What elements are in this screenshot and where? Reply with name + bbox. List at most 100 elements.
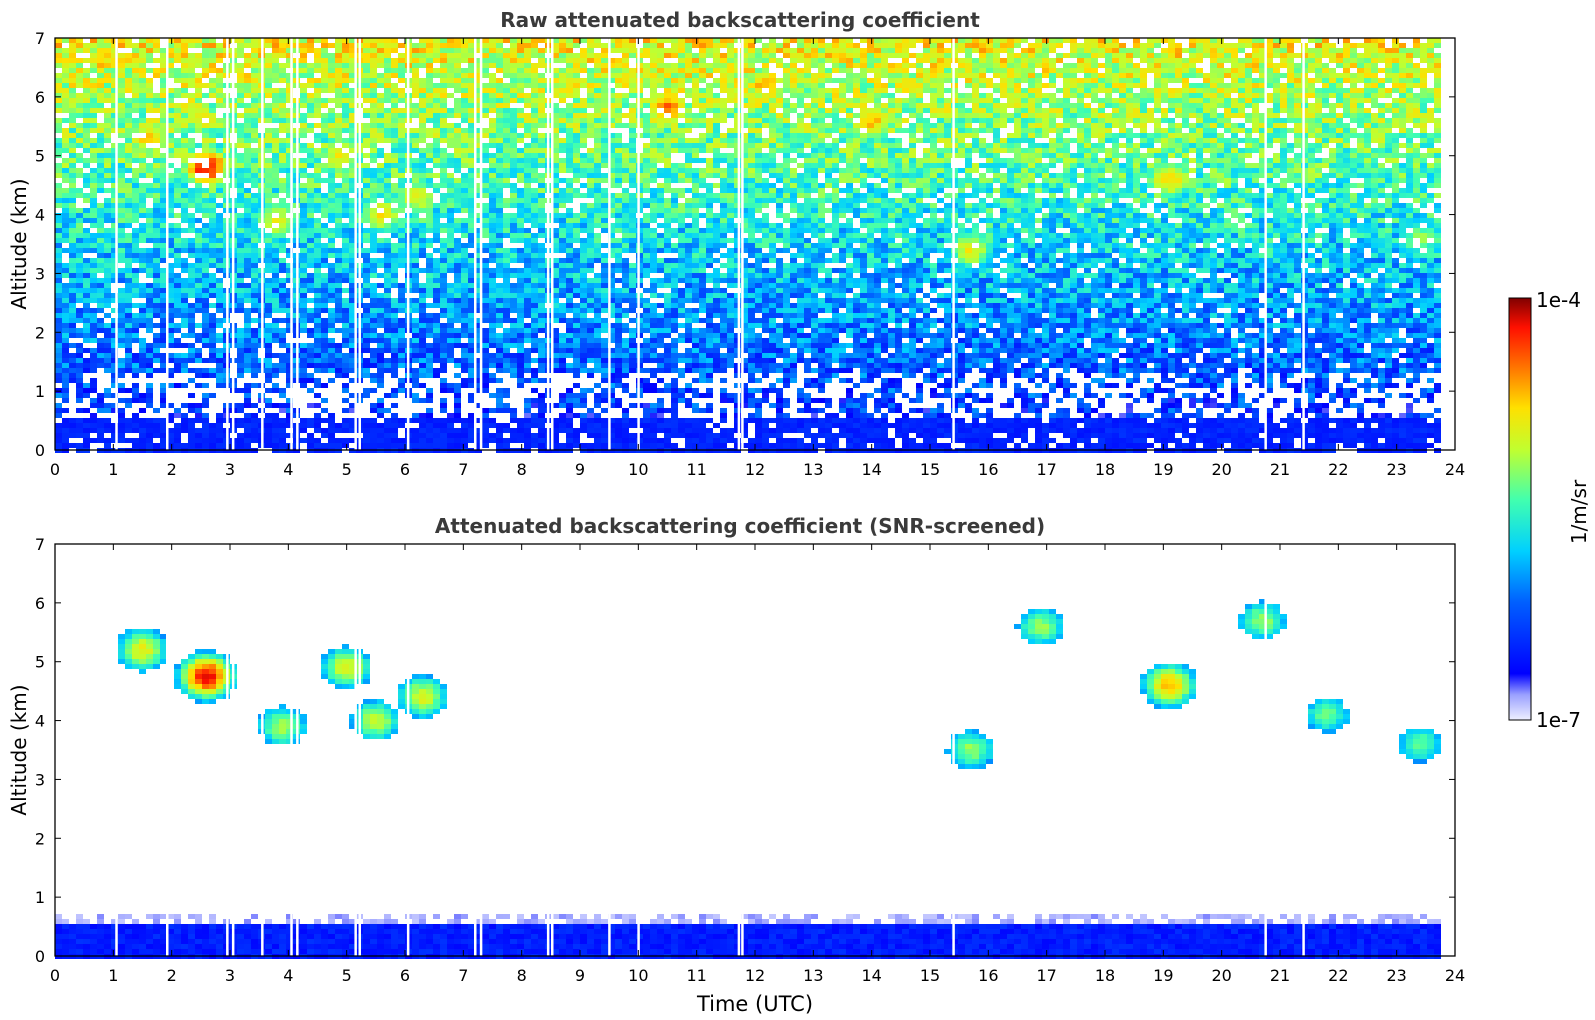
heatmap-cell — [482, 103, 489, 108]
heatmap-cell — [503, 393, 510, 398]
heatmap-cell — [244, 143, 251, 148]
heatmap-cell — [62, 73, 69, 78]
heatmap-cell — [104, 58, 111, 63]
heatmap-cell — [524, 63, 531, 68]
heatmap-cell — [97, 293, 104, 298]
heatmap-cell — [76, 83, 83, 88]
heatmap-cell — [83, 208, 90, 213]
heatmap-cell — [307, 123, 314, 128]
heatmap-cell — [132, 283, 139, 288]
heatmap-cell — [174, 248, 181, 253]
heatmap-cell — [69, 68, 76, 73]
heatmap-cell — [391, 333, 398, 338]
heatmap-cell — [97, 78, 104, 83]
heatmap-cell — [174, 48, 181, 53]
heatmap-cell — [349, 228, 356, 233]
heatmap-cell — [419, 193, 426, 198]
heatmap-cell — [139, 183, 146, 188]
heatmap-cell — [244, 393, 251, 398]
heatmap-cell — [510, 53, 517, 58]
heatmap-cell — [468, 138, 475, 143]
heatmap-cell — [510, 218, 517, 223]
heatmap-cell — [489, 168, 496, 173]
heatmap-cell — [104, 278, 111, 283]
heatmap-cell — [496, 313, 503, 318]
heatmap-cell — [272, 248, 279, 253]
heatmap-cell — [377, 113, 384, 118]
heatmap-cell — [202, 338, 209, 343]
heatmap-cell — [286, 193, 293, 198]
heatmap-cell — [90, 153, 97, 158]
heatmap-cell — [62, 348, 69, 353]
heatmap-cell — [265, 158, 272, 163]
heatmap-cell — [160, 63, 167, 68]
heatmap-cell — [146, 303, 153, 308]
heatmap-cell — [454, 278, 461, 283]
heatmap-cell — [265, 363, 272, 368]
heatmap-cell — [440, 138, 447, 143]
heatmap-cell — [503, 283, 510, 288]
heatmap-cell — [524, 323, 531, 328]
heatmap-cell — [300, 328, 307, 333]
heatmap-cell — [272, 283, 279, 288]
heatmap-cell — [468, 238, 475, 243]
heatmap-cell — [440, 213, 447, 218]
heatmap-cell — [321, 323, 328, 328]
heatmap-cell — [391, 148, 398, 153]
heatmap-cell — [524, 128, 531, 133]
heatmap-cell — [55, 413, 62, 418]
heatmap-cell — [468, 438, 475, 443]
heatmap-cell — [244, 293, 251, 298]
heatmap-cell — [398, 318, 405, 323]
heatmap-cell — [62, 128, 69, 133]
heatmap-cell — [272, 338, 279, 343]
heatmap-cell — [90, 418, 97, 423]
heatmap-cell — [188, 263, 195, 268]
heatmap-cell — [391, 128, 398, 133]
heatmap-cell — [181, 278, 188, 283]
heatmap-cell — [370, 258, 377, 263]
heatmap-cell — [454, 433, 461, 438]
heatmap-cell — [174, 193, 181, 198]
heatmap-cell — [489, 253, 496, 258]
heatmap-cell — [300, 123, 307, 128]
heatmap-cell — [314, 293, 321, 298]
heatmap-cell — [216, 178, 223, 183]
heatmap-cell — [286, 268, 293, 273]
heatmap-cell — [363, 348, 370, 353]
heatmap-cell — [321, 63, 328, 68]
heatmap-cell — [468, 433, 475, 438]
heatmap-cell — [314, 93, 321, 98]
heatmap-cell — [118, 98, 125, 103]
heatmap-cell — [370, 313, 377, 318]
heatmap-cell — [475, 318, 482, 323]
heatmap-cell — [83, 58, 90, 63]
heatmap-cell — [510, 133, 517, 138]
heatmap-cell — [244, 198, 251, 203]
heatmap-cell — [475, 88, 482, 93]
heatmap-cell — [419, 208, 426, 213]
heatmap-cell — [104, 403, 111, 408]
heatmap-cell — [412, 428, 419, 433]
heatmap-cell — [181, 203, 188, 208]
heatmap-cell — [461, 173, 468, 178]
heatmap-cell — [55, 183, 62, 188]
heatmap-cell — [111, 48, 118, 53]
heatmap-cell — [496, 268, 503, 273]
heatmap-cell — [146, 263, 153, 268]
heatmap-cell — [482, 93, 489, 98]
heatmap-cell — [62, 98, 69, 103]
heatmap-cell — [97, 178, 104, 183]
heatmap-cell — [111, 213, 118, 218]
heatmap-cell — [398, 333, 405, 338]
heatmap-cell — [454, 188, 461, 193]
heatmap-cell — [433, 208, 440, 213]
heatmap-cell — [496, 118, 503, 123]
heatmap-cell — [426, 283, 433, 288]
heatmap-cell — [160, 238, 167, 243]
heatmap-cell — [265, 63, 272, 68]
heatmap-cell — [524, 278, 531, 283]
heatmap-cell — [111, 193, 118, 198]
heatmap-cell — [328, 233, 335, 238]
heatmap-cell — [104, 443, 111, 448]
